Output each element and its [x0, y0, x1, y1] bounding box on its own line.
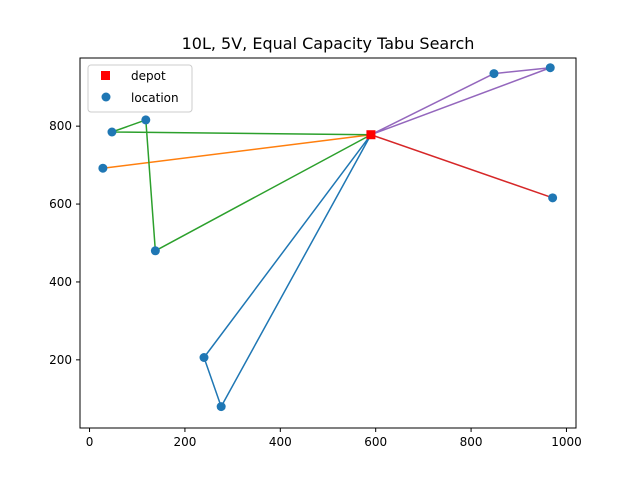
x-tick-label-1000: 1000: [551, 435, 582, 449]
legend-depot-label: depot: [131, 69, 166, 83]
x-tick-label-400: 400: [269, 435, 292, 449]
y-tick-label-400: 400: [49, 275, 72, 289]
legend-location-label: location: [131, 91, 179, 105]
legend-depot-marker: [101, 71, 110, 80]
x-tick-label-800: 800: [460, 435, 483, 449]
location-point-5: [199, 353, 209, 363]
x-tick-label-200: 200: [173, 435, 196, 449]
legend-location-marker: [101, 92, 111, 102]
legend: depot location: [87, 64, 193, 113]
x-tick-label-0: 0: [86, 435, 94, 449]
points-layer: [98, 63, 558, 412]
location-point-3: [141, 115, 151, 125]
location-point-9: [548, 193, 558, 203]
y-tick-label-200: 200: [49, 353, 72, 367]
plot-frame: [79, 57, 577, 429]
location-point-6: [216, 402, 226, 412]
y-tick-label-800: 800: [49, 119, 72, 133]
chart-title: 10L, 5V, Equal Capacity Tabu Search: [182, 34, 475, 53]
location-point-7: [489, 69, 499, 79]
y-axis: 200 400 600 800: [49, 119, 80, 367]
location-point-4: [150, 246, 160, 256]
x-axis: 0 200 400 600 800 1000: [86, 428, 582, 449]
location-point-1: [98, 163, 108, 173]
depot-point: [366, 130, 376, 140]
location-point-2: [107, 127, 117, 137]
y-tick-label-600: 600: [49, 197, 72, 211]
route-line-5: [370, 66, 551, 136]
route-line-1: [203, 133, 372, 408]
x-tick-label-600: 600: [364, 435, 387, 449]
legend-box: [87, 64, 193, 113]
location-point-8: [545, 63, 555, 73]
